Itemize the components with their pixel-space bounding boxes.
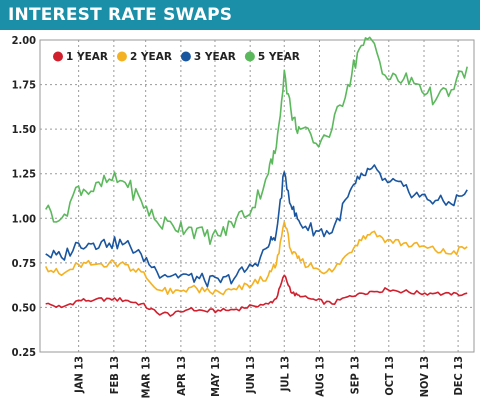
legend-label: 3 YEAR — [194, 51, 236, 63]
x-tick-label: MAY 13 — [209, 356, 222, 397]
chart-title: INTEREST RATE SWAPS — [8, 5, 233, 25]
y-axis: 0.25 0.50 0.75 1.00 1.25 1.50 1.75 2.00 — [12, 34, 37, 359]
y-tick-label: 1.75 — [12, 79, 37, 92]
legend: 1 YEAR 2 YEAR 3 YEAR 5 YEAR — [53, 51, 300, 63]
x-axis: JAN 13 FEB 13 MAR 13 APR 13 MAY 13 JUN 13 JUL … — [73, 356, 465, 398]
x-tick-label: JAN 13 — [73, 356, 86, 394]
series-line-3-year — [45, 164, 468, 288]
y-tick-label: 1.50 — [12, 123, 37, 136]
title-bar: INTEREST RATE SWAPS — [0, 0, 480, 30]
legend-label: 1 YEAR — [66, 51, 108, 63]
series-line-5-year — [45, 36, 468, 245]
y-tick-label: 0.50 — [12, 301, 37, 314]
y-tick-label: 1.25 — [12, 168, 37, 181]
series-lines — [44, 36, 468, 317]
x-tick-label: DEC 13 — [452, 356, 465, 396]
y-tick-label: 0.75 — [12, 257, 37, 270]
x-tick-label: SEP 13 — [349, 356, 362, 394]
legend-label: 2 YEAR — [130, 51, 172, 63]
x-tick-label: APR 13 — [175, 356, 188, 396]
series-line-1-year — [45, 274, 468, 317]
x-tick-label: JUN 13 — [244, 356, 257, 394]
x-tick-label: JUL 13 — [278, 356, 291, 392]
legend-marker — [116, 51, 127, 62]
x-tick-label: AUG 13 — [313, 356, 326, 397]
x-tick-label: OCT 13 — [383, 356, 396, 396]
legend-label: 5 YEAR — [258, 51, 300, 63]
y-tick-label: 2.00 — [12, 34, 37, 47]
legend-marker — [244, 51, 255, 62]
x-tick-label: MAR 13 — [140, 356, 153, 398]
y-tick-label: 1.00 — [12, 212, 37, 225]
legend-marker — [53, 51, 63, 62]
x-tick-label: FEB 13 — [108, 356, 121, 394]
y-tick-label: 0.25 — [12, 346, 37, 359]
x-tick-label: NOV 13 — [418, 356, 431, 397]
legend-marker — [180, 51, 191, 62]
series-line-2-year — [44, 221, 468, 296]
